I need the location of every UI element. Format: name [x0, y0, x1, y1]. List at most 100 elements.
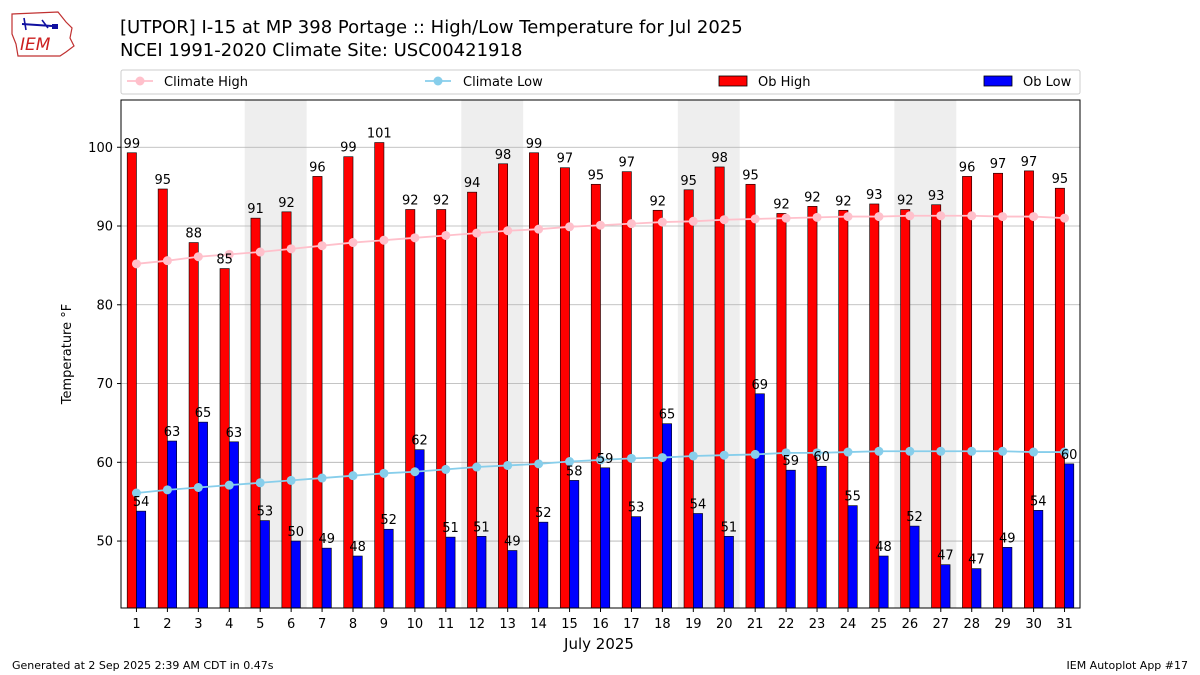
climate-low-point	[503, 460, 513, 470]
x-tick-label: 31	[1056, 617, 1073, 632]
ob-low-bar	[198, 421, 208, 609]
ob-high-label: 88	[185, 227, 202, 242]
climate-low-point	[317, 473, 327, 483]
ob-high-label: 92	[649, 194, 666, 209]
climate-high-point	[224, 249, 234, 259]
legend-item-ob-high: Ob High	[718, 75, 811, 90]
footer-app: IEM Autoplot App #17	[1066, 659, 1189, 672]
ob-high-label: 95	[588, 168, 605, 183]
ob-low-label: 63	[164, 425, 181, 440]
ob-low-bar	[1033, 510, 1044, 609]
y-tick-label: 80	[96, 298, 113, 313]
legend-marker-climate-low	[433, 76, 443, 86]
climate-low-point	[905, 446, 915, 456]
x-tick-label: 25	[871, 617, 888, 632]
ob-high-label: 99	[340, 141, 357, 156]
x-tick-label: 2	[163, 617, 171, 632]
ob-low-bar	[816, 465, 827, 609]
climate-low-point	[1029, 447, 1039, 457]
climate-high-point	[534, 224, 544, 234]
ob-low-label: 65	[659, 408, 676, 423]
ob-low-label: 52	[380, 513, 397, 528]
x-tick-label: 8	[349, 617, 357, 632]
ob-high-bar	[157, 188, 168, 609]
ob-low-label: 69	[752, 378, 769, 393]
ob-high-label: 92	[804, 190, 821, 205]
ob-high-label: 99	[124, 137, 141, 152]
x-tick-label: 9	[380, 617, 388, 632]
ob-high-label: 96	[309, 160, 326, 175]
ob-high-bar	[776, 213, 787, 609]
ob-high-label: 97	[990, 157, 1007, 172]
x-axis-label: July 2025	[563, 635, 634, 653]
iem-logo: IEM	[11, 11, 75, 57]
climate-low-point	[596, 455, 605, 465]
ob-low-bar	[971, 568, 982, 609]
ob-low-bar	[723, 536, 734, 609]
ob-high-label: 95	[680, 174, 697, 189]
ob-low-bar	[167, 440, 177, 609]
climate-low-point	[379, 468, 389, 478]
ob-low-bar	[785, 469, 796, 609]
legend-label-climate-high: Climate High	[164, 75, 248, 90]
footer-generated: Generated at 2 Sep 2025 2:39 AM CDT in 0…	[12, 659, 274, 672]
legend-swatch-ob-high	[718, 75, 748, 87]
climate-high-point	[472, 228, 482, 238]
ob-low-label: 60	[813, 450, 830, 465]
climate-low-point	[410, 467, 420, 477]
y-tick-label: 60	[96, 456, 113, 471]
climate-high-point	[193, 252, 203, 262]
climate-low-point	[472, 462, 482, 472]
ob-low-label: 52	[906, 510, 923, 525]
ob-high-label: 95	[154, 173, 171, 188]
ob-high-label: 97	[557, 152, 574, 167]
climate-low-point	[750, 449, 760, 459]
x-tick-label: 28	[963, 617, 980, 632]
ob-high-label: 96	[959, 160, 976, 175]
climate-high-point	[843, 212, 853, 222]
climate-low-point	[286, 475, 296, 485]
ob-high-label: 101	[367, 127, 392, 142]
ob-low-label: 54	[1030, 494, 1047, 509]
bars	[126, 142, 1075, 609]
climate-high-point	[317, 241, 327, 251]
x-tick-label: 27	[933, 617, 950, 632]
ob-high-label: 99	[526, 137, 543, 152]
ob-low-label: 49	[318, 532, 335, 547]
ob-low-bar	[476, 536, 487, 609]
ob-high-label: 97	[1021, 155, 1038, 170]
ob-low-label: 54	[133, 495, 150, 510]
ob-high-label: 92	[835, 194, 852, 209]
climate-low-point	[936, 446, 946, 456]
x-tick-label: 5	[256, 617, 264, 632]
climate-high-point	[131, 259, 141, 269]
climate-lines	[131, 211, 1070, 498]
legend-item-climate-high: Climate High	[127, 75, 248, 90]
x-tick-label: 26	[902, 617, 919, 632]
ob-low-bar	[507, 550, 518, 609]
legend-item-ob-low: Ob Low	[983, 75, 1072, 90]
legend-label-climate-low: Climate Low	[463, 75, 543, 90]
ob-low-label: 63	[226, 426, 243, 441]
ob-low-bar	[600, 467, 611, 609]
ob-low-bar	[383, 528, 394, 609]
climate-high-point	[967, 211, 977, 221]
ob-low-bar	[569, 480, 580, 609]
x-tick-label: 18	[654, 617, 671, 632]
climate-low-point	[1060, 447, 1070, 457]
climate-low-point	[534, 459, 544, 469]
ob-high-bar	[1024, 170, 1034, 609]
climate-low-point	[565, 457, 575, 467]
ob-high-label: 92	[773, 197, 790, 212]
climate-high-point	[936, 211, 946, 221]
climate-low-point	[657, 453, 667, 463]
ob-low-label: 59	[782, 454, 799, 469]
ob-high-bar	[281, 211, 292, 609]
ob-low-bar	[909, 525, 920, 609]
climate-high-point	[781, 213, 791, 223]
climate-high-point	[719, 215, 729, 225]
ob-low-label: 62	[411, 434, 428, 449]
climate-low-point	[843, 447, 853, 457]
y-axis-label: Temperature °F	[60, 304, 75, 405]
ob-high-bar	[250, 217, 261, 609]
